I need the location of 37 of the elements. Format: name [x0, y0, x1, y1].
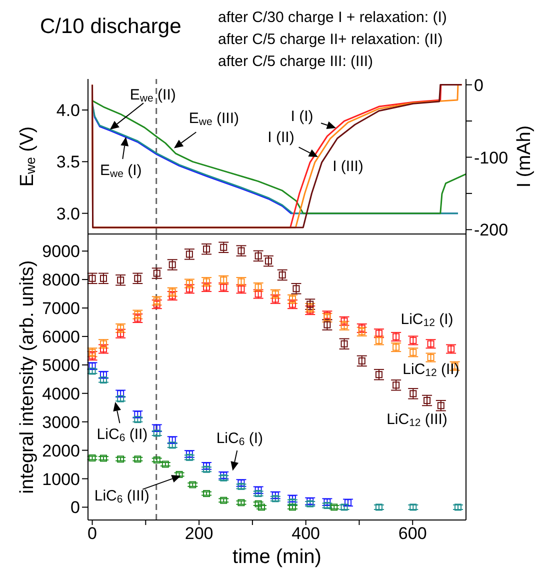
y-tick-label: 1000	[42, 470, 80, 489]
y-tick-label: 7000	[42, 299, 80, 318]
y-tick-label: 4000	[42, 384, 80, 404]
y-tick-label: 2000	[42, 441, 80, 460]
y-tick-label: 4.0	[56, 101, 80, 120]
y-tick-label: 5000	[42, 356, 80, 375]
y-axis-title: integral intensity (arb. units)	[17, 260, 38, 494]
y2-tick-label: -100	[474, 148, 508, 168]
annotation: LiC$_{6}$ (I)	[216, 430, 264, 448]
y2-axis-title: I (mAh)	[514, 125, 536, 188]
y-tick-label: 9000	[42, 242, 80, 262]
x-tick-label: 400	[292, 524, 320, 544]
x-tick-label: 600	[398, 524, 427, 544]
annotation: LiC$_{12}$ (I)	[400, 310, 454, 329]
annotation: E$_{we}$ (II)	[130, 86, 176, 104]
annotation: I (III)	[332, 158, 364, 175]
annotation: LiC$_{12}$ (II)	[402, 360, 460, 379]
annotation: E$_{we}$ (III)	[188, 110, 240, 128]
x-tick-label: 200	[184, 524, 214, 544]
x-axis-title: time (min)	[232, 546, 322, 568]
y-tick-label: 3.5	[56, 152, 80, 172]
annotation: I (I)	[290, 108, 314, 125]
chart-subtitle: after C/30 charge I + relaxation: (I) after C/5 charge II+ relaxation: (II) after C/5 charge III: (III)	[218, 9, 447, 70]
x-tick-label: 0	[88, 524, 98, 544]
y2-tick-label: 0	[474, 76, 484, 95]
y-tick-label: 0	[70, 498, 80, 518]
y2-tick-label: -200	[474, 220, 508, 240]
annotation: LiC$_{6}$ (II)	[96, 426, 148, 444]
annotation: LiC$_{12}$ (III)	[386, 410, 448, 429]
y-tick-label: 6000	[42, 327, 80, 346]
annotation: I (II)	[268, 128, 294, 146]
annotation: LiC$_{6}$ (III)	[94, 488, 150, 506]
annotation: E$_{we}$ (I)	[100, 162, 142, 180]
chart-title: C/10 discharge	[40, 15, 182, 38]
y-tick-label: 3.0	[56, 204, 80, 224]
y-tick-label: 8000	[42, 270, 80, 290]
y-tick-label: 3000	[42, 412, 80, 432]
